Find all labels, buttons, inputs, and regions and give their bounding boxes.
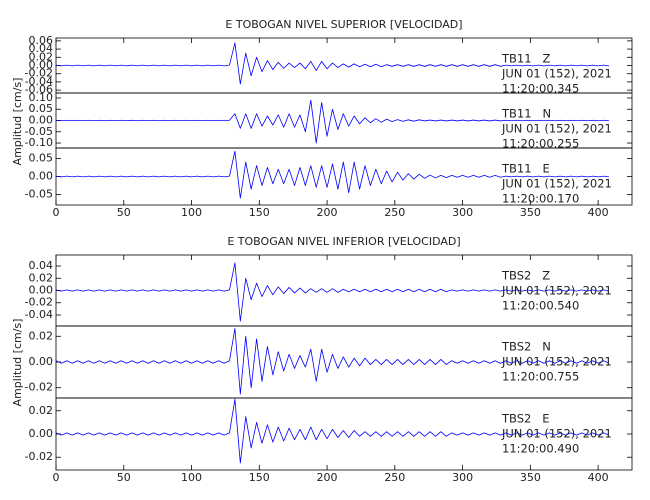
y-tick-label: 0.10 — [29, 91, 54, 104]
x-tick-label: 400 — [588, 206, 609, 219]
x-tick-label: 400 — [588, 471, 609, 484]
y-tick-label: 0.02 — [29, 271, 54, 284]
x-tick-label: 350 — [520, 471, 541, 484]
chart-title: E TOBOGAN NIVEL SUPERIOR [VELOCIDAD] — [225, 18, 462, 31]
time-label: 11:20:00.170 — [502, 192, 579, 206]
station-label: TBS2 Z — [501, 269, 550, 283]
x-tick-label: 50 — [117, 471, 131, 484]
time-label: 11:20:00.255 — [502, 137, 579, 151]
y-tick-label: 0.00 — [29, 114, 54, 127]
time-label: 11:20:00.540 — [502, 299, 579, 313]
waveform — [55, 262, 610, 322]
date-label: JUN 01 (152), 2021 — [501, 427, 612, 441]
x-tick-label: 150 — [249, 206, 270, 219]
y-tick-label: -0.02 — [25, 450, 53, 463]
y-tick-label: 0.02 — [29, 404, 54, 417]
x-tick-label: 50 — [117, 206, 131, 219]
y-tick-label: 0.00 — [29, 59, 54, 72]
date-label: JUN 01 (152), 2021 — [501, 177, 612, 191]
y-tick-label: -0.04 — [25, 75, 53, 88]
station-label: TB11 E — [501, 162, 550, 176]
y-tick-label: 0.05 — [29, 151, 54, 164]
y-tick-label: 0.04 — [29, 42, 54, 55]
y-tick-label: -0.05 — [25, 188, 53, 201]
y-tick-label: 0.00 — [29, 427, 54, 440]
y-tick-label: -0.10 — [25, 136, 53, 149]
y-tick-label: 0.02 — [29, 329, 54, 342]
y-tick-label: 0.06 — [29, 34, 54, 47]
waveform — [55, 328, 610, 395]
y-tick-label: -0.02 — [25, 381, 53, 394]
date-label: JUN 01 (152), 2021 — [501, 355, 612, 369]
y-axis-label: Amplitud [cm/s] — [11, 319, 24, 407]
station-label: TB11 Z — [501, 52, 551, 66]
x-tick-label: 300 — [452, 206, 473, 219]
time-label: 11:20:00.755 — [502, 370, 579, 384]
date-label: JUN 01 (152), 2021 — [501, 122, 612, 136]
station-label: TBS2 E — [501, 412, 550, 426]
waveform — [55, 398, 610, 464]
x-tick-label: 0 — [53, 206, 60, 219]
x-tick-label: 250 — [384, 471, 405, 484]
station-label: TBS2 N — [501, 340, 551, 354]
x-tick-label: 350 — [520, 206, 541, 219]
x-tick-label: 100 — [181, 471, 202, 484]
x-tick-label: 200 — [317, 206, 338, 219]
y-tick-label: 0.00 — [29, 284, 54, 297]
x-tick-label: 150 — [249, 471, 270, 484]
date-label: JUN 01 (152), 2021 — [501, 67, 612, 81]
waveform — [55, 42, 610, 85]
waveform — [55, 150, 610, 199]
x-tick-label: 200 — [317, 471, 338, 484]
station-label: TB11 N — [501, 107, 551, 121]
y-tick-label: 0.04 — [29, 259, 54, 272]
y-tick-label: -0.06 — [25, 83, 53, 96]
y-axis-label: Amplitud [cm/s] — [11, 78, 24, 166]
time-label: 11:20:00.490 — [502, 442, 579, 456]
y-tick-label: 0.05 — [29, 102, 54, 115]
x-tick-label: 300 — [452, 471, 473, 484]
y-tick-label: 0.00 — [29, 170, 54, 183]
y-tick-label: 0.00 — [29, 355, 54, 368]
y-tick-label: -0.05 — [25, 125, 53, 138]
x-tick-label: 0 — [53, 471, 60, 484]
y-tick-label: 0.02 — [29, 50, 54, 63]
time-label: 11:20:00.345 — [502, 82, 579, 96]
chart-title: E TOBOGAN NIVEL INFERIOR [VELOCIDAD] — [227, 235, 460, 248]
waveform — [55, 99, 609, 144]
x-tick-label: 250 — [384, 206, 405, 219]
x-tick-label: 100 — [181, 206, 202, 219]
date-label: JUN 01 (152), 2021 — [501, 284, 612, 298]
y-tick-label: -0.04 — [25, 308, 53, 321]
y-tick-label: -0.02 — [25, 296, 53, 309]
y-tick-label: -0.02 — [25, 67, 53, 80]
